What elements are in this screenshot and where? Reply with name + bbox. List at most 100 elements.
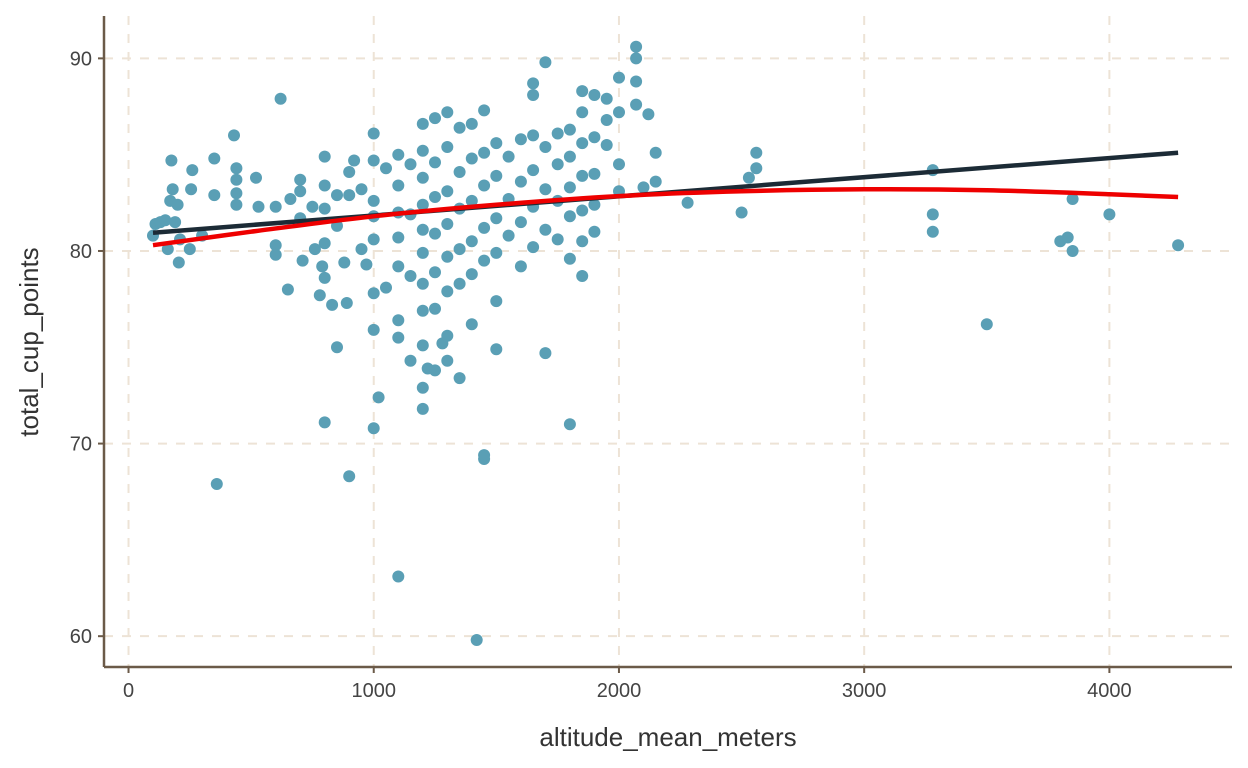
data-point [269,200,282,213]
data-point [502,150,515,163]
data-point [372,391,385,404]
data-point [185,183,198,196]
axes [102,16,1232,669]
data-point [563,418,576,431]
data-point [313,289,326,302]
data-point [539,347,552,360]
data-point [642,108,655,121]
data-point [465,235,478,248]
data-point [514,133,527,146]
data-point [252,200,265,213]
data-point [649,175,662,188]
data-point [169,216,182,229]
fit-lines [152,150,1179,248]
data-point [478,254,491,267]
data-point [230,162,243,175]
data-point [318,271,331,284]
data-point [478,146,491,159]
data-point [514,260,527,273]
data-point [183,243,196,256]
tick-labels: 0 1000 2000 3000 4000 60 70 80 90 [70,48,1132,702]
data-point [318,237,331,250]
data-point [429,364,441,377]
data-point [630,52,643,65]
data-point [478,104,491,117]
x-tick-label: 0 [123,680,134,702]
data-point [318,416,331,429]
y-axis-title: total_cup_points [14,247,44,436]
data-point [367,194,380,207]
data-point [416,246,429,259]
data-point [392,314,405,327]
data-point [490,343,503,356]
data-point [465,268,478,281]
data-point [294,185,307,198]
y-tick-label: 70 [70,434,92,456]
data-point [318,202,331,215]
data-point [416,171,429,184]
data-point [416,117,429,130]
data-point [441,354,454,367]
data-point [340,297,353,309]
data-point [416,402,429,415]
data-point [331,341,343,354]
data-point [539,183,552,196]
data-point [576,85,589,98]
data-point [926,208,939,221]
data-point [576,137,589,150]
data-point [404,354,417,367]
y-tick-label: 90 [70,48,92,70]
data-point [269,248,282,261]
data-point [539,141,552,153]
data-point [360,258,373,271]
data-point [269,239,282,252]
data-point [208,152,221,165]
data-point [429,266,441,279]
data-point [514,216,527,229]
data-point [380,162,392,175]
data-point [588,89,601,101]
data-point [527,77,540,90]
x-tick-label: 2000 [597,680,642,702]
data-point [453,243,466,256]
data-point [404,158,417,171]
data-point [649,146,662,159]
data-point [392,260,405,273]
data-points [147,40,1185,646]
data-point [416,277,429,290]
data-point [735,206,748,219]
data-point [478,179,491,192]
data-point [551,158,564,171]
data-point [576,235,589,248]
data-point [416,223,429,236]
data-point [527,129,540,142]
data-point [613,71,625,84]
data-point [527,89,540,101]
x-tick-label: 3000 [842,680,887,702]
data-point [296,254,309,267]
data-point [478,221,491,234]
data-point [441,285,454,298]
data-point [186,164,199,177]
data-point [527,164,540,177]
data-point [490,295,503,308]
data-point [490,137,503,150]
data-point [490,169,503,182]
data-point [600,114,613,126]
data-point [1061,231,1074,244]
data-point [742,171,755,184]
data-point [681,196,694,209]
data-point [392,179,405,192]
data-point [250,171,262,184]
data-point [392,570,405,583]
data-point [750,146,763,159]
data-point [367,154,380,167]
data-point [441,141,454,153]
data-point [172,256,185,269]
data-point [502,229,515,242]
data-point [563,123,576,136]
data-point [429,191,441,203]
data-point [230,187,243,200]
data-point [348,154,361,167]
